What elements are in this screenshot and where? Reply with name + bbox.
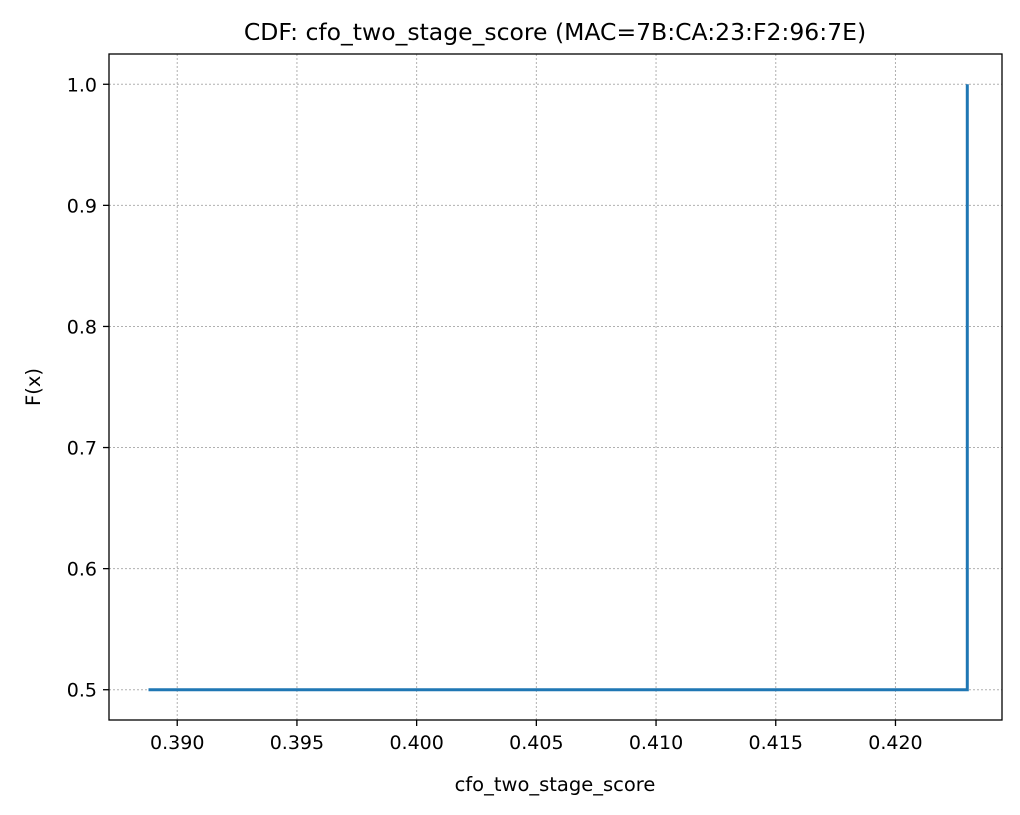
x-axis: 0.390 0.395 0.400 0.405 0.410 0.415 0.420	[150, 720, 923, 754]
x-axis-label: cfo_two_stage_score	[455, 773, 656, 796]
grid-layer	[109, 54, 1002, 720]
y-tick-label: 0.7	[67, 438, 97, 460]
x-tick-label: 0.420	[868, 732, 922, 754]
x-tick-label: 0.400	[389, 732, 443, 754]
y-tick-label: 0.9	[67, 195, 97, 217]
x-tick-label: 0.390	[150, 732, 204, 754]
y-tick-label: 1.0	[67, 74, 97, 96]
y-axis: 0.5 0.6 0.7 0.8 0.9 1.0	[67, 74, 109, 701]
cdf-series-line	[149, 84, 968, 689]
x-tick-label: 0.395	[270, 732, 324, 754]
x-tick-label: 0.410	[629, 732, 683, 754]
series-layer	[149, 84, 968, 689]
plot-frame	[109, 54, 1002, 720]
x-tick-label: 0.405	[509, 732, 563, 754]
y-tick-label: 0.5	[67, 680, 97, 702]
x-tick-label: 0.415	[749, 732, 803, 754]
y-tick-label: 0.6	[67, 559, 97, 581]
y-tick-label: 0.8	[67, 316, 97, 338]
y-axis-label: F(x)	[22, 368, 45, 406]
chart-title: CDF: cfo_two_stage_score (MAC=7B:CA:23:F…	[244, 18, 866, 46]
